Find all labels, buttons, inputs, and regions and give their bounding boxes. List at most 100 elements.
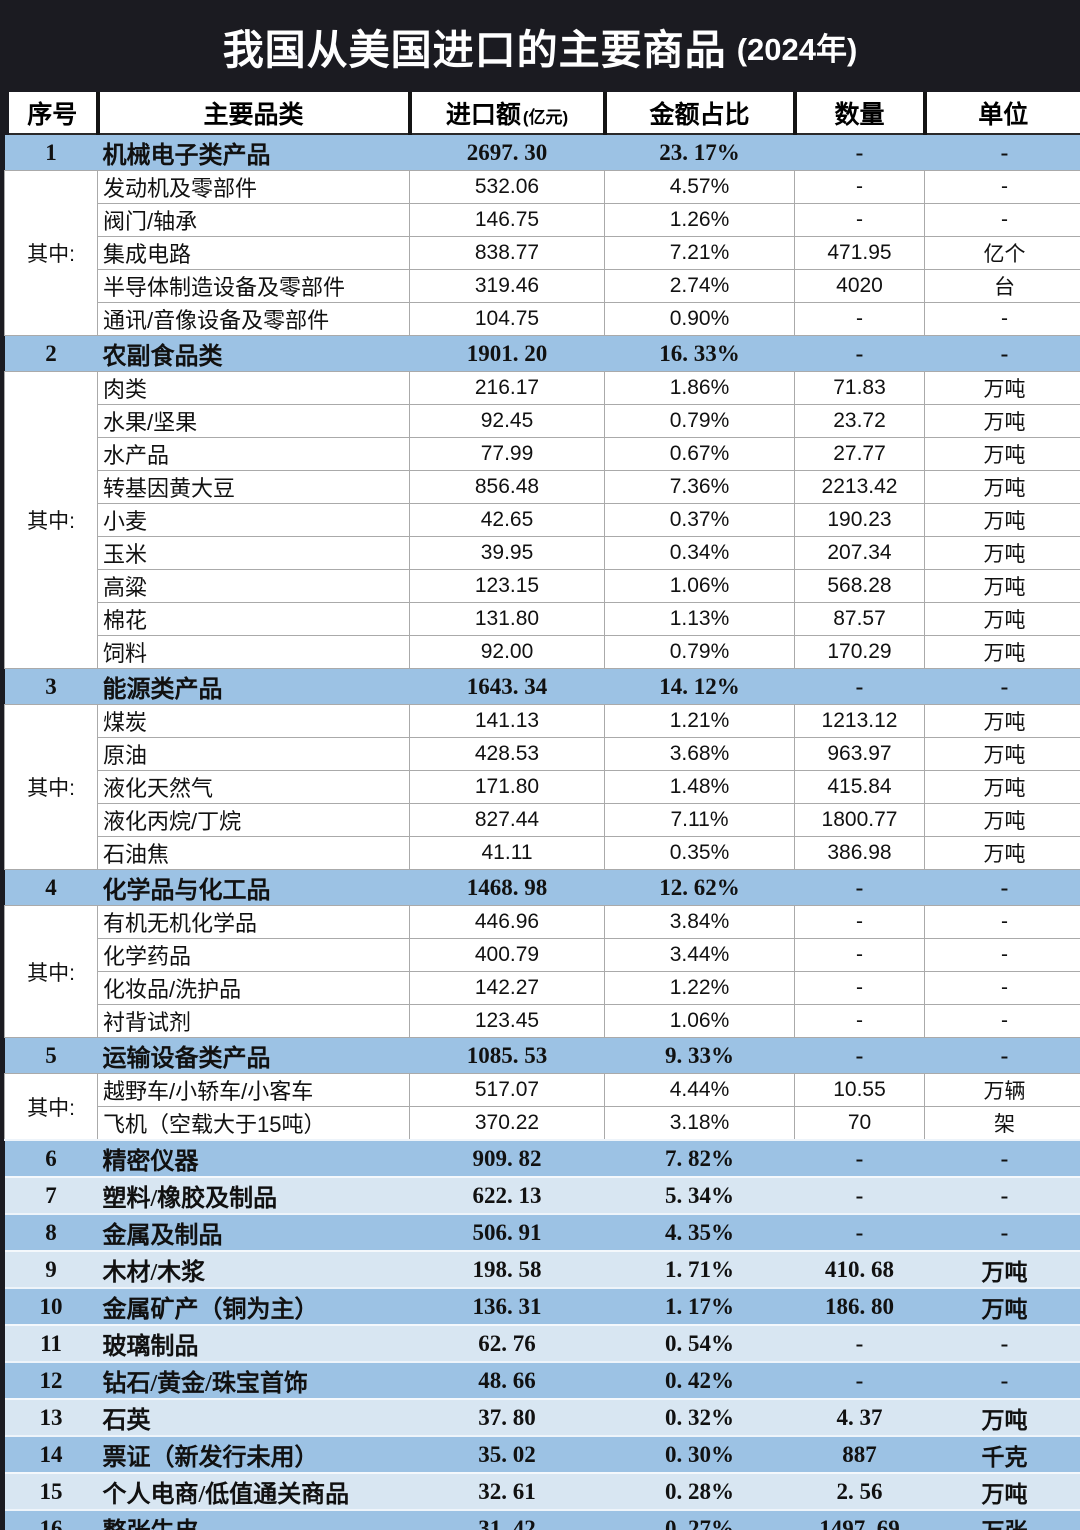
table-row: 10 金属矿产（铜为主） 136. 31 1. 17% 186. 80 万吨 [4,1287,1080,1325]
cell-share: 0.67% [604,437,795,471]
table-row: 石油焦 41.11 0.35% 386.98 万吨 [5,836,1080,870]
cell-unit: 亿个 [924,236,1080,270]
table-row: 水果/坚果 92.45 0.79% 23.72 万吨 [5,404,1080,438]
cell-unit: - [924,938,1080,972]
cell-quantity: 568.28 [794,569,925,603]
cell-serial: 10 [4,1287,98,1325]
cell-quantity: 186. 80 [794,1287,925,1325]
cell-quantity: 190.23 [794,503,925,537]
table-row: 7 塑料/橡胶及制品 622. 13 5. 34% - - [4,1176,1080,1214]
cell-unit: 架 [924,1106,1080,1141]
cell-import-value: 136. 31 [409,1287,605,1325]
cell-category: 集成电路 [97,236,410,270]
cell-share: 0.35% [604,836,795,870]
table-row: 小麦 42.65 0.37% 190.23 万吨 [5,503,1080,537]
cell-serial: 12 [4,1361,98,1399]
cell-share: 3.84% [604,905,795,939]
cell-share: 1.22% [604,971,795,1005]
cell-category: 票证（新发行未用） [97,1435,410,1473]
cell-category: 煤炭 [97,704,410,738]
cell-serial: 7 [4,1176,98,1214]
cell-unit: 万吨 [924,470,1080,504]
cell-unit: 万吨 [924,704,1080,738]
column-header-0: 序号 [0,92,98,135]
cell-unit: 万吨 [924,1250,1080,1288]
cell-quantity: 386.98 [794,836,925,870]
cell-quantity: 10.55 [794,1073,925,1107]
column-header-label: 进口额 [445,100,521,129]
cell-unit: 万吨 [924,437,1080,471]
cell-import-value: 146.75 [409,203,605,237]
cell-group-label: 其中: [4,704,98,870]
cell-quantity: - [794,170,925,204]
table-row: 通讯/音像设备及零部件 104.75 0.90% - - [5,302,1080,336]
cell-category: 原油 [97,737,410,771]
cell-category: 金属矿产（铜为主） [97,1287,410,1325]
cell-import-value: 141.13 [409,704,605,738]
cell-share: 5. 34% [604,1176,795,1214]
cell-serial: 3 [4,668,98,705]
cell-category: 阀门/轴承 [97,203,410,237]
cell-serial: 5 [4,1037,98,1074]
cell-unit: - [924,302,1080,336]
cell-unit: - [924,971,1080,1005]
cell-category: 水果/坚果 [97,404,410,438]
cell-share: 3.44% [604,938,795,972]
cell-share: 1. 17% [604,1287,795,1325]
cell-unit: - [924,1004,1080,1038]
table-row: 玉米 39.95 0.34% 207.34 万吨 [5,536,1080,570]
cell-category: 飞机（空载大于15吨） [97,1106,410,1141]
cell-import-value: 400.79 [409,938,605,972]
cell-share: 7.21% [604,236,795,270]
cell-serial: 16 [4,1509,98,1530]
cell-unit: 万吨 [924,770,1080,804]
table-row: 飞机（空载大于15吨） 370.22 3.18% 70 架 [5,1106,1080,1141]
cell-share: 0.34% [604,536,795,570]
cell-category: 化学药品 [97,938,410,972]
cell-group-label: 其中: [4,371,98,669]
table-row: 水产品 77.99 0.67% 27.77 万吨 [5,437,1080,471]
cell-group-label: 其中: [4,905,98,1038]
column-header-2: 进口额 (亿元) [407,92,605,135]
cell-share: 7.36% [604,470,795,504]
cell-quantity: 415.84 [794,770,925,804]
table-row: 16整张牛皮31. 420. 27%1497. 69万张 [4,1509,1080,1530]
cell-import-value: 856.48 [409,470,605,504]
cell-quantity: - [794,668,925,705]
page-title-year: (2024年) [736,31,858,67]
cell-share: 4.44% [604,1073,795,1107]
table-row: 5 运输设备类产品 1085. 53 9. 33% - - [4,1037,1080,1074]
cell-quantity: - [794,1176,925,1214]
cell-category: 饲料 [97,635,410,669]
cell-unit: 万吨 [924,836,1080,870]
cell-quantity: 963.97 [794,737,925,771]
cell-import-value: 32. 61 [409,1472,605,1510]
cell-quantity: 887 [794,1435,925,1473]
cell-category: 精密仪器 [97,1139,410,1177]
cell-category: 木材/木浆 [97,1250,410,1288]
cell-quantity: 1497. 69 [794,1509,925,1530]
cell-share: 1.86% [604,371,795,405]
column-header-label: 金额占比 [649,100,750,129]
cell-import-value: 319.46 [409,269,605,303]
cell-unit: - [924,1176,1080,1214]
cell-import-value: 1085. 53 [409,1037,605,1074]
cell-quantity: - [794,1004,925,1038]
cell-category: 玉米 [97,536,410,570]
cell-import-value: 39.95 [409,536,605,570]
cell-quantity: 4. 37 [794,1398,925,1436]
cell-share: 4. 35% [604,1213,795,1251]
cell-serial: 13 [4,1398,98,1436]
table-row: 6 精密仪器 909. 82 7. 82% - - [4,1139,1080,1177]
table-row: 阀门/轴承 146.75 1.26% - - [5,203,1080,237]
cell-share: 23. 17% [604,134,795,171]
cell-share: 1.26% [604,203,795,237]
cell-serial: 1 [4,134,98,171]
cell-share: 12. 62% [604,869,795,906]
cell-import-value: 506. 91 [409,1213,605,1251]
cell-unit: 万吨 [924,569,1080,603]
cell-category: 棉花 [97,602,410,636]
cell-quantity: - [794,938,925,972]
cell-share: 4.57% [604,170,795,204]
cell-serial: 15 [4,1472,98,1510]
